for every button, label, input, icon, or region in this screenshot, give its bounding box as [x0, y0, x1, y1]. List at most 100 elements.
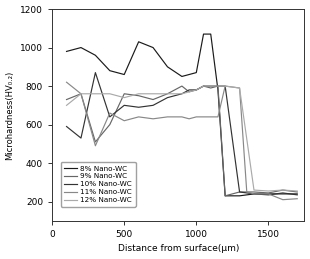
10% Nano-WC [267, 193, 270, 196]
12% Nano-WC [122, 96, 126, 99]
11% Nano-WC [223, 84, 227, 88]
12% Nano-WC [108, 92, 112, 95]
9% Nano-WC [202, 84, 206, 88]
8% Nano-WC [202, 33, 206, 36]
11% Nano-WC [238, 87, 241, 90]
12% Nano-WC [281, 189, 285, 192]
9% Nano-WC [223, 194, 227, 197]
10% Nano-WC [187, 88, 191, 91]
9% Nano-WC [209, 87, 213, 90]
Legend: 8% Nano-WC, 9% Nano-WC, 10% Nano-WC, 11% Nano-WC, 12% Nano-WC: 8% Nano-WC, 9% Nano-WC, 10% Nano-WC, 11%… [61, 162, 136, 207]
10% Nano-WC [238, 190, 241, 193]
12% Nano-WC [137, 92, 140, 95]
Line: 11% Nano-WC: 11% Nano-WC [67, 82, 297, 200]
11% Nano-WC [281, 198, 285, 201]
10% Nano-WC [252, 192, 256, 196]
12% Nano-WC [223, 84, 227, 88]
9% Nano-WC [281, 189, 285, 192]
9% Nano-WC [180, 84, 184, 88]
9% Nano-WC [65, 98, 69, 101]
Line: 12% Nano-WC: 12% Nano-WC [67, 86, 297, 191]
8% Nano-WC [267, 192, 270, 196]
12% Nano-WC [194, 88, 198, 91]
8% Nano-WC [108, 69, 112, 72]
9% Nano-WC [94, 140, 97, 143]
10% Nano-WC [79, 136, 83, 140]
8% Nano-WC [209, 33, 213, 36]
11% Nano-WC [79, 92, 83, 95]
11% Nano-WC [187, 117, 191, 120]
11% Nano-WC [166, 115, 169, 118]
10% Nano-WC [202, 84, 206, 88]
X-axis label: Distance from surface(μm): Distance from surface(μm) [117, 244, 239, 254]
10% Nano-WC [122, 104, 126, 107]
11% Nano-WC [209, 115, 213, 118]
12% Nano-WC [166, 92, 169, 95]
9% Nano-WC [267, 191, 270, 195]
12% Nano-WC [252, 189, 256, 192]
11% Nano-WC [94, 144, 97, 147]
12% Nano-WC [65, 104, 69, 107]
8% Nano-WC [166, 65, 169, 68]
10% Nano-WC [223, 84, 227, 88]
11% Nano-WC [137, 115, 140, 118]
10% Nano-WC [180, 92, 184, 95]
12% Nano-WC [187, 90, 191, 93]
10% Nano-WC [194, 88, 198, 91]
8% Nano-WC [238, 194, 241, 197]
9% Nano-WC [194, 88, 198, 91]
10% Nano-WC [108, 115, 112, 118]
Line: 8% Nano-WC: 8% Nano-WC [67, 34, 297, 196]
8% Nano-WC [65, 50, 69, 53]
9% Nano-WC [238, 190, 241, 193]
11% Nano-WC [267, 192, 270, 196]
10% Nano-WC [137, 106, 140, 109]
12% Nano-WC [94, 92, 97, 95]
9% Nano-WC [187, 90, 191, 93]
Line: 10% Nano-WC: 10% Nano-WC [67, 73, 297, 195]
11% Nano-WC [122, 119, 126, 122]
Y-axis label: Microhardness(HV₀.₂): Microhardness(HV₀.₂) [6, 70, 15, 160]
9% Nano-WC [122, 92, 126, 95]
11% Nano-WC [202, 115, 206, 118]
11% Nano-WC [216, 115, 220, 118]
11% Nano-WC [180, 115, 184, 118]
8% Nano-WC [137, 40, 140, 43]
12% Nano-WC [216, 84, 220, 88]
10% Nano-WC [94, 71, 97, 74]
9% Nano-WC [108, 123, 112, 126]
11% Nano-WC [151, 117, 155, 120]
9% Nano-WC [79, 92, 83, 95]
10% Nano-WC [65, 125, 69, 128]
8% Nano-WC [223, 194, 227, 197]
10% Nano-WC [216, 84, 220, 88]
8% Nano-WC [151, 46, 155, 49]
8% Nano-WC [187, 73, 191, 76]
12% Nano-WC [295, 190, 299, 193]
11% Nano-WC [295, 197, 299, 200]
8% Nano-WC [194, 71, 198, 74]
Line: 9% Nano-WC: 9% Nano-WC [67, 86, 297, 196]
8% Nano-WC [295, 192, 299, 196]
10% Nano-WC [209, 84, 213, 88]
10% Nano-WC [281, 191, 285, 195]
8% Nano-WC [79, 46, 83, 49]
9% Nano-WC [137, 94, 140, 97]
8% Nano-WC [122, 73, 126, 76]
11% Nano-WC [245, 190, 249, 193]
11% Nano-WC [65, 81, 69, 84]
12% Nano-WC [267, 190, 270, 193]
9% Nano-WC [216, 84, 220, 88]
10% Nano-WC [151, 104, 155, 107]
8% Nano-WC [94, 54, 97, 57]
10% Nano-WC [166, 96, 169, 99]
9% Nano-WC [252, 190, 256, 193]
8% Nano-WC [180, 75, 184, 78]
12% Nano-WC [79, 92, 83, 95]
12% Nano-WC [238, 87, 241, 90]
12% Nano-WC [202, 84, 206, 88]
9% Nano-WC [295, 190, 299, 193]
11% Nano-WC [194, 115, 198, 118]
9% Nano-WC [151, 98, 155, 101]
8% Nano-WC [252, 192, 256, 196]
